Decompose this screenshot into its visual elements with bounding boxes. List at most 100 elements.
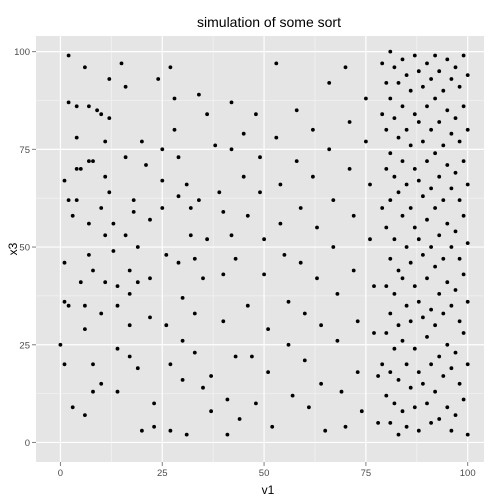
data-point xyxy=(274,135,279,140)
data-point xyxy=(457,256,462,261)
data-point xyxy=(197,92,201,97)
data-point xyxy=(388,256,393,261)
data-point xyxy=(461,397,466,402)
data-point xyxy=(445,280,450,285)
data-point xyxy=(335,338,340,343)
data-point xyxy=(241,174,246,179)
data-point xyxy=(103,280,108,285)
data-point xyxy=(449,428,454,433)
grid-major xyxy=(36,36,484,462)
data-point xyxy=(416,428,421,433)
y-tick-label: 25 xyxy=(19,340,30,351)
data-point xyxy=(441,256,446,261)
data-point xyxy=(392,116,397,120)
data-point xyxy=(351,213,356,218)
data-point xyxy=(70,405,75,410)
data-point xyxy=(425,104,429,109)
data-point xyxy=(103,174,108,179)
data-point xyxy=(311,174,315,179)
data-point xyxy=(425,217,429,222)
data-point xyxy=(441,198,446,203)
data-point xyxy=(331,245,336,249)
data-point xyxy=(66,53,71,58)
data-point xyxy=(111,221,116,226)
data-point xyxy=(412,112,417,117)
data-point xyxy=(433,264,437,269)
data-point xyxy=(416,69,421,74)
data-point xyxy=(408,319,413,324)
y-tick-label: 100 xyxy=(14,47,30,58)
data-point xyxy=(400,338,405,343)
data-point xyxy=(180,296,185,300)
data-point xyxy=(412,225,417,230)
data-point xyxy=(433,323,437,328)
data-point xyxy=(404,73,409,77)
data-point xyxy=(412,167,417,171)
data-point xyxy=(351,268,356,273)
data-point xyxy=(445,342,450,347)
data-point xyxy=(433,389,437,394)
data-point xyxy=(465,241,470,246)
data-point xyxy=(425,335,429,339)
data-point xyxy=(461,104,466,109)
data-point xyxy=(327,147,332,152)
data-point xyxy=(388,96,393,101)
data-point xyxy=(62,299,67,304)
data-point xyxy=(388,151,393,156)
data-point xyxy=(404,424,409,429)
data-point xyxy=(83,65,87,70)
data-point xyxy=(115,346,120,351)
data-point xyxy=(425,61,429,66)
data-point xyxy=(315,225,319,230)
data-point xyxy=(184,432,189,437)
data-point xyxy=(262,272,266,277)
data-point xyxy=(400,213,405,218)
data-point xyxy=(384,225,389,230)
data-point xyxy=(457,139,462,144)
data-point xyxy=(127,354,132,359)
data-point xyxy=(433,96,437,101)
data-point xyxy=(111,249,116,253)
data-point xyxy=(254,401,258,406)
data-point xyxy=(404,362,409,367)
data-point xyxy=(62,178,67,183)
data-point xyxy=(115,303,120,308)
data-point xyxy=(421,139,425,144)
data-point xyxy=(449,366,454,371)
data-point xyxy=(229,147,234,152)
data-point xyxy=(453,116,458,120)
data-point xyxy=(416,237,421,242)
data-point xyxy=(197,198,201,203)
data-point xyxy=(449,186,454,191)
data-point xyxy=(372,331,376,335)
data-point xyxy=(400,409,405,414)
data-point xyxy=(99,311,104,316)
data-point xyxy=(441,143,446,148)
data-point xyxy=(364,139,368,144)
data-point xyxy=(376,374,380,378)
data-point xyxy=(311,127,315,132)
data-point xyxy=(225,397,230,402)
data-point xyxy=(380,362,385,367)
data-point xyxy=(347,120,352,124)
data-point xyxy=(396,378,401,382)
data-point xyxy=(319,323,323,328)
data-point xyxy=(160,147,165,152)
data-point xyxy=(449,131,454,136)
data-point xyxy=(188,233,193,238)
data-point xyxy=(408,385,413,390)
data-point xyxy=(221,210,226,214)
data-point xyxy=(221,319,226,324)
data-point xyxy=(388,49,393,54)
data-point xyxy=(87,221,91,226)
data-point xyxy=(205,237,210,242)
data-point xyxy=(437,174,442,179)
data-point xyxy=(421,194,425,199)
data-point xyxy=(233,354,238,359)
data-point xyxy=(343,424,348,429)
data-point xyxy=(355,370,360,374)
y-tick-label: 75 xyxy=(19,145,30,156)
data-point xyxy=(302,311,307,316)
data-point xyxy=(449,77,454,81)
